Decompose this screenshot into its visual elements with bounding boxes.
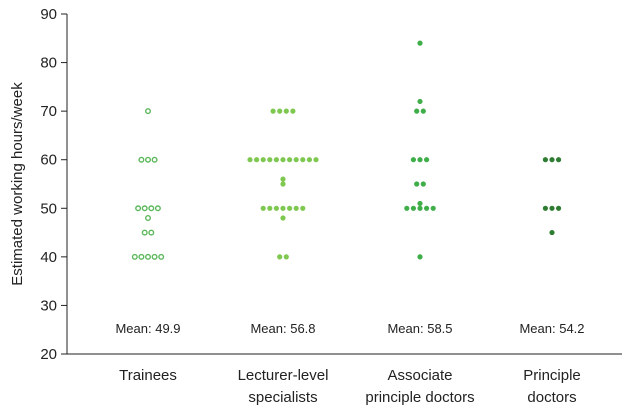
data-point (148, 229, 155, 236)
data-point (273, 157, 280, 163)
data-points (131, 40, 562, 260)
data-point (430, 205, 436, 211)
category-label: doctors (527, 389, 576, 406)
mean-label: Mean: 54.2 (519, 321, 584, 336)
y-tick-label: 60 (40, 152, 57, 169)
data-point (300, 205, 306, 211)
data-point (138, 156, 145, 163)
data-point (404, 205, 410, 211)
data-point (280, 157, 286, 163)
data-point (144, 108, 151, 115)
y-tick-label: 90 (40, 6, 57, 23)
data-point (424, 205, 430, 211)
category-label: specialists (248, 389, 317, 406)
data-point (306, 157, 313, 163)
data-point (287, 157, 293, 163)
y-ticks: 20 30 40 50 60 70 80 90 (40, 6, 67, 363)
data-point (267, 205, 273, 211)
data-point (280, 215, 286, 221)
category-labels: Trainees Lecturer-level specialists Associa… (119, 367, 581, 406)
data-point (542, 205, 549, 211)
data-point (555, 205, 562, 211)
data-point (549, 229, 555, 236)
data-point (277, 254, 283, 260)
data-point (417, 40, 423, 46)
data-point (267, 157, 273, 163)
mean-label: Mean: 49.9 (115, 321, 180, 336)
axes (66, 14, 622, 355)
y-tick-label: 20 (40, 346, 57, 363)
data-point (293, 157, 299, 163)
data-point (424, 157, 430, 163)
data-point (151, 253, 158, 260)
data-point (158, 253, 165, 260)
data-point (138, 253, 145, 260)
mean-labels: Mean: 49.9 Mean: 56.8 Mean: 58.5 Mean: 54.2 (115, 321, 584, 336)
y-tick-label: 40 (40, 249, 57, 266)
category-label: Lecturer-level (238, 367, 329, 384)
y-tick-label: 50 (40, 200, 57, 217)
data-point (141, 205, 148, 212)
y-axis-title: Estimated working hours/week (9, 82, 26, 286)
data-point (290, 108, 296, 114)
y-tick-label: 80 (40, 55, 57, 72)
category-label: Associate (387, 367, 452, 384)
data-point (287, 205, 293, 211)
data-point (293, 205, 299, 211)
data-point (549, 157, 555, 163)
data-point (417, 254, 423, 260)
data-point (555, 157, 562, 163)
data-point (135, 205, 142, 212)
data-point (417, 205, 423, 211)
mean-label: Mean: 56.8 (250, 321, 315, 336)
data-point (280, 181, 286, 187)
data-point (280, 205, 286, 211)
data-point (277, 108, 283, 114)
data-point (270, 108, 276, 114)
data-point (283, 108, 289, 114)
mean-label: Mean: 58.5 (387, 321, 452, 336)
data-point (254, 157, 260, 163)
data-point (549, 205, 555, 211)
data-point (260, 157, 266, 163)
data-point (283, 254, 289, 260)
data-point (414, 181, 420, 187)
y-tick-label: 30 (40, 297, 57, 314)
data-point (154, 205, 161, 212)
data-point (144, 253, 151, 260)
data-point (417, 200, 423, 207)
category-label: Principle (523, 367, 581, 384)
data-point (420, 108, 426, 114)
data-point (300, 157, 306, 163)
data-point (144, 156, 151, 163)
data-point (144, 214, 151, 221)
data-point (247, 157, 253, 163)
data-point (141, 229, 148, 236)
category-label: principle doctors (365, 389, 474, 406)
data-point (280, 176, 286, 182)
data-point (414, 108, 420, 114)
data-point (420, 181, 426, 187)
data-point (542, 157, 549, 163)
category-label: Trainees (119, 367, 177, 384)
data-point (410, 157, 417, 163)
data-point (417, 157, 423, 163)
data-point (410, 205, 417, 211)
data-point (131, 253, 138, 260)
data-point (260, 205, 266, 211)
y-tick-label: 70 (40, 103, 57, 120)
data-point (148, 205, 155, 212)
data-point (313, 157, 319, 163)
data-point (417, 98, 423, 105)
data-point (273, 205, 280, 211)
data-point (151, 156, 158, 163)
